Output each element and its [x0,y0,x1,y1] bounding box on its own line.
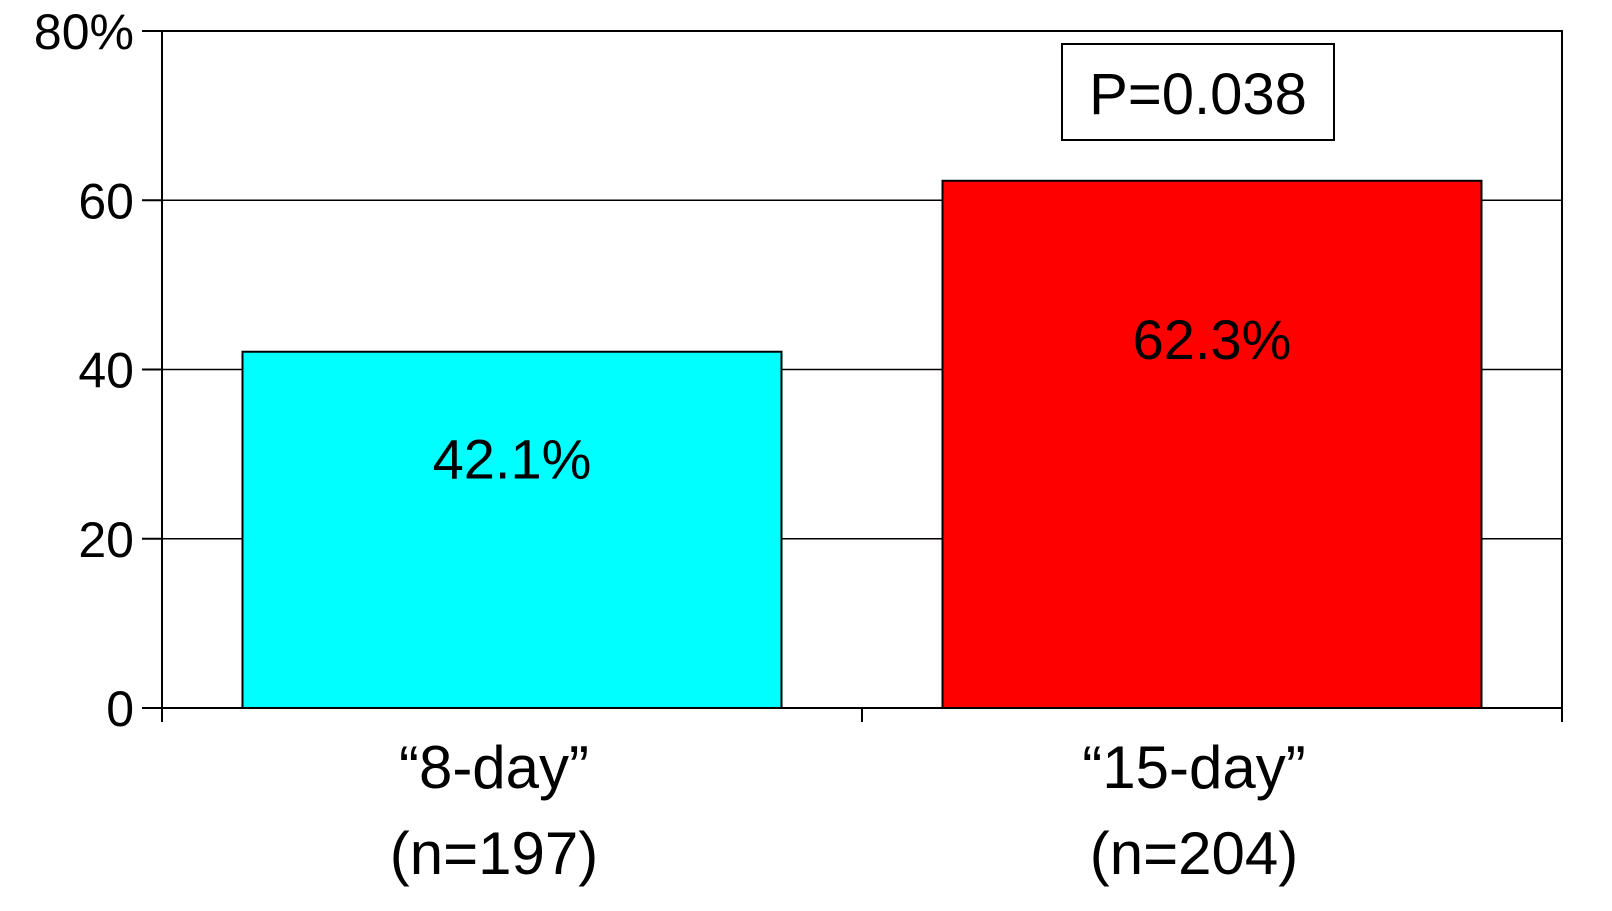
y-tick-label: 60 [78,173,134,229]
y-tick-label: 40 [78,343,134,399]
x-category-label: (n=197) [390,820,598,887]
y-tick-label: 80% [34,4,134,60]
p-value-label: P=0.038 [1089,62,1307,127]
x-category-label: (n=204) [1090,820,1298,887]
p-value-box [1061,43,1335,141]
x-category-label: “8-day” [399,734,589,801]
bar-value-label: 62.3% [1133,308,1292,371]
bars: 42.1% 62.3% [241,179,1483,709]
bar [941,179,1483,709]
bar [241,350,783,709]
axes: 0 20 40 60 80% “8-day” (n=197) “15-day” (n=204) [34,4,1563,887]
y-tick-label: 0 [106,681,134,737]
x-category-label: “15-day” [1082,734,1305,801]
y-tick-label: 20 [78,512,134,568]
p-value-annotation: P=0.038 [1061,43,1335,141]
bar-value-label: 42.1% [433,428,592,491]
